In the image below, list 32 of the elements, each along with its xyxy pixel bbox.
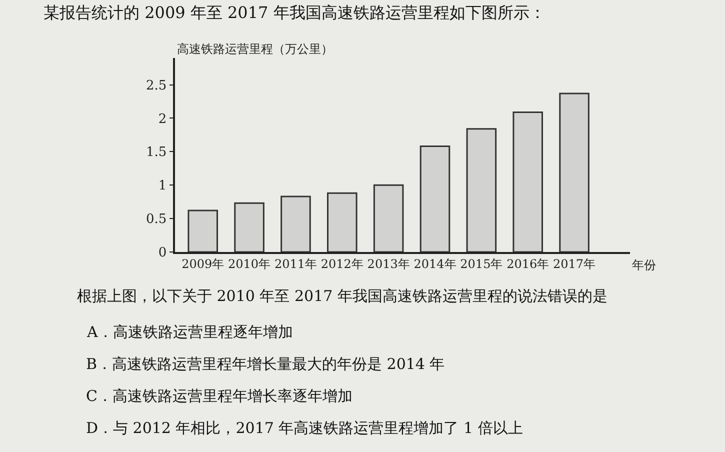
text: D．与 2012 年相比，2017 年高速铁路运营里程增加了 1 倍以上 bbox=[86, 419, 523, 437]
x-axis-title: 年份 bbox=[632, 258, 656, 272]
x-tick-label: 2014年 bbox=[414, 257, 456, 272]
y-tick-label: 1 bbox=[158, 178, 167, 194]
text: C．高速铁路运营里程年增长率逐年增加 bbox=[86, 387, 352, 405]
x-tick-label: 2015年 bbox=[460, 257, 503, 272]
y-tick-label: 0 bbox=[158, 246, 167, 261]
bar bbox=[234, 202, 264, 252]
y-tick-label: 1.5 bbox=[146, 145, 167, 160]
bar bbox=[327, 192, 358, 252]
x-tick-label: 2012年 bbox=[320, 257, 364, 272]
y-tick-label: 2.5 bbox=[146, 78, 167, 94]
chart-title: 某报告统计的 2009 年至 2017 年我国高速铁路运营里程如下图所示： bbox=[44, 2, 546, 22]
bar bbox=[512, 111, 543, 252]
y-tick-label: 0.5 bbox=[146, 212, 167, 228]
y-axis-title: 高速铁路运营里程（万公里） bbox=[177, 42, 333, 56]
x-tick-label: 2010年 bbox=[228, 257, 271, 272]
x-tick-label: 2011年 bbox=[274, 257, 317, 272]
text: B．高速铁路运营里程年增长量最大的年份是 2014 年 bbox=[86, 355, 445, 373]
x-tick-label: 2016年 bbox=[506, 257, 550, 272]
text: A．高速铁路运营里程逐年增加 bbox=[86, 323, 293, 341]
x-tick-label: 2017年 bbox=[553, 257, 596, 272]
bar bbox=[373, 184, 404, 252]
bar bbox=[280, 196, 311, 252]
bar bbox=[559, 92, 590, 252]
y-tick-label: 2 bbox=[158, 112, 167, 127]
text: 根据上图，以下关于 2010 年至 2017 年我国高速铁路运营里程的说法错误的是 bbox=[77, 287, 608, 305]
bar bbox=[466, 128, 497, 252]
x-tick-label: 2013年 bbox=[367, 257, 410, 272]
bar bbox=[188, 210, 218, 252]
x-tick-label: 2009年 bbox=[182, 257, 224, 272]
bar bbox=[420, 146, 450, 252]
